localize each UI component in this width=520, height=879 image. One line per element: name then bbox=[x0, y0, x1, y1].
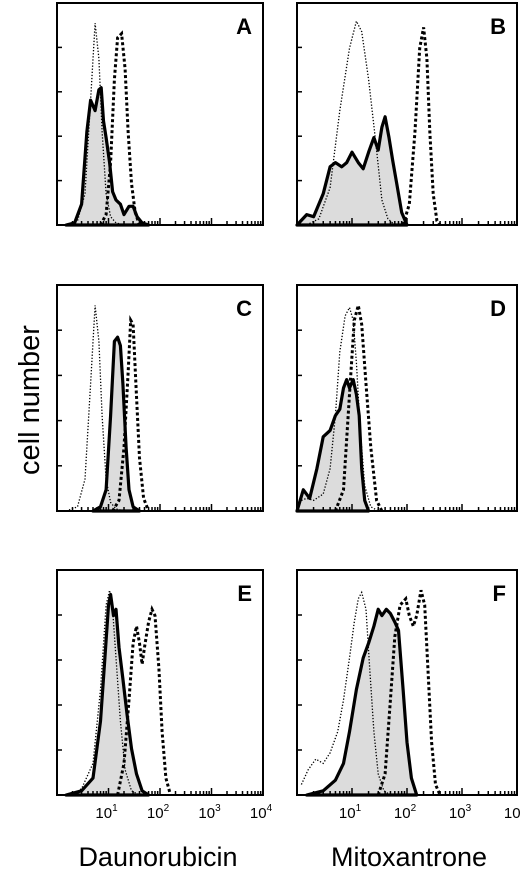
panel-d: D bbox=[295, 284, 518, 513]
panel-c: C bbox=[56, 284, 264, 513]
panel-a-dashed-histogram bbox=[99, 30, 141, 226]
panel-e: E 101 102 103 104 bbox=[56, 569, 273, 822]
panel-f-x-tick-label: 104 bbox=[504, 803, 520, 822]
panel-c-label: C bbox=[236, 296, 252, 321]
panel-e-x-tick-label: 102 bbox=[147, 803, 170, 822]
panel-c-filled-histogram bbox=[91, 335, 142, 513]
panel-b: B bbox=[295, 2, 518, 227]
panel-f-dotted-histogram bbox=[300, 590, 391, 796]
panel-c-dashed-histogram bbox=[111, 314, 150, 512]
panel-b-label: B bbox=[490, 14, 506, 39]
panel-f-x-tick-label: 102 bbox=[394, 803, 417, 822]
panel-d-label: D bbox=[490, 296, 506, 321]
panel-d-dotted-histogram bbox=[301, 305, 379, 512]
panel-e-dashed-histogram bbox=[116, 604, 172, 796]
panel-c-dotted-histogram bbox=[65, 305, 125, 512]
panel-c-frame bbox=[56, 284, 264, 512]
panel-f-filled-histogram bbox=[305, 607, 419, 797]
histogram-panels: A B C D E 101 102 103 104 F 101 102 103 104 bbox=[56, 2, 520, 822]
panel-b-filled-histogram bbox=[295, 115, 409, 227]
panel-f-x-tick-label: 101 bbox=[339, 803, 362, 822]
x-axis-label-mitoxantrone: Mitoxantrone bbox=[331, 842, 487, 872]
panel-e-dotted-histogram bbox=[72, 590, 140, 796]
panel-f: F 101 102 103 104 bbox=[296, 569, 520, 822]
panel-d-filled-histogram bbox=[295, 378, 371, 513]
panel-e-x-tick-label: 104 bbox=[250, 803, 273, 822]
panel-b-dashed-histogram bbox=[401, 27, 442, 226]
panel-e-filled-histogram bbox=[64, 592, 151, 797]
panel-f-dashed-histogram bbox=[376, 589, 442, 796]
panel-e-x-tick-label: 103 bbox=[198, 803, 221, 822]
panel-b-dotted-histogram bbox=[306, 19, 396, 226]
panel-a: A bbox=[56, 2, 264, 227]
panel-e-label: E bbox=[237, 581, 252, 606]
x-axis-label-daunorubicin: Daunorubicin bbox=[78, 842, 237, 872]
panel-a-label: A bbox=[236, 14, 252, 39]
panel-f-x-tick-label: 103 bbox=[449, 803, 472, 822]
y-axis-label: cell number bbox=[14, 325, 46, 475]
panel-f-label: F bbox=[493, 581, 506, 606]
panel-e-x-tick-label: 101 bbox=[95, 803, 118, 822]
